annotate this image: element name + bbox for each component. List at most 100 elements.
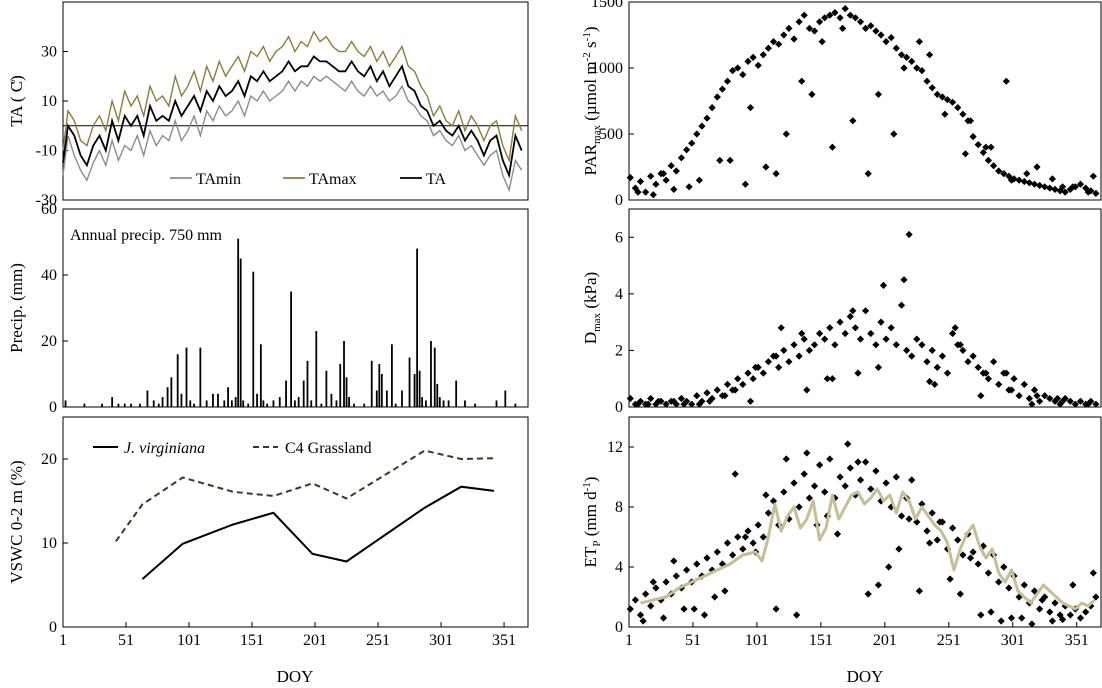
par-point	[1025, 179, 1033, 187]
dmax-point	[867, 329, 875, 338]
dmax-point	[775, 363, 783, 371]
par-point	[726, 156, 734, 164]
precip-bar	[430, 341, 432, 407]
precip-bar	[247, 403, 250, 407]
ta-ytick-label: 10	[41, 93, 57, 110]
par-point	[1089, 172, 1097, 180]
etp-point	[844, 440, 852, 448]
dmax-point	[1046, 394, 1054, 403]
par-point	[810, 27, 819, 35]
etp-point	[741, 533, 749, 541]
par-point	[626, 174, 634, 182]
panel-par-plot: 0 500 1000 1500	[591, 0, 1100, 209]
vswc-xtick-label: 151	[240, 632, 264, 649]
etp-point	[1015, 593, 1023, 601]
precip-bar	[436, 383, 439, 407]
par-point	[785, 24, 793, 32]
dmax-point	[990, 358, 998, 366]
dmax-point	[703, 389, 711, 397]
etp-point	[764, 509, 772, 517]
panel-ta-plot: -30 -10 10 30 TAmin TAmax TA	[36, 30, 528, 209]
etp-point	[810, 482, 819, 490]
dmax-point	[1053, 394, 1062, 403]
dmax-point	[836, 318, 844, 326]
dmax-point	[1025, 394, 1033, 403]
par-point	[1076, 180, 1085, 188]
precip-bar	[335, 400, 338, 407]
precip-bar	[413, 374, 416, 407]
etp-point	[700, 611, 709, 619]
precip-bar	[285, 380, 287, 407]
ta-series-tamax	[62, 30, 523, 163]
precip-bar	[495, 400, 498, 407]
etp-point	[734, 533, 742, 541]
etp-point	[672, 572, 680, 580]
dmax-point	[938, 352, 946, 360]
par-point	[662, 176, 670, 184]
etp-point	[780, 488, 788, 496]
etp-point	[833, 530, 842, 538]
dmax-point	[1076, 397, 1085, 405]
par-point	[667, 162, 675, 170]
precip-bar	[234, 397, 237, 407]
precip-bar	[401, 390, 403, 407]
par-point	[790, 35, 798, 43]
dmax-point	[1066, 397, 1074, 405]
par-point	[769, 38, 778, 46]
par-point	[900, 64, 908, 72]
dmax-point	[964, 358, 972, 366]
dmax-point	[897, 301, 906, 309]
etp-point	[831, 494, 839, 502]
dmax-point	[841, 329, 849, 338]
precip-bar	[433, 347, 436, 407]
par-point	[877, 31, 885, 39]
par-point	[647, 172, 655, 180]
dmax-point	[974, 363, 982, 371]
par-point	[1061, 188, 1069, 196]
dmax-point	[943, 369, 952, 377]
dmax-point	[1002, 369, 1010, 377]
par-point	[828, 143, 836, 151]
dmax-point	[1020, 380, 1028, 388]
par-point	[913, 64, 921, 72]
par-point	[772, 170, 780, 178]
precip-bar	[447, 400, 450, 407]
dmax-point	[795, 352, 803, 360]
etp-point	[762, 491, 770, 499]
dmax-point	[706, 397, 714, 405]
par-point	[903, 53, 911, 61]
par-point	[841, 5, 849, 13]
par-point	[1023, 170, 1031, 178]
vswc-ytick-label: 0	[49, 619, 57, 636]
precip-bar	[166, 387, 169, 407]
etp-ytick-label: 0	[615, 619, 623, 636]
precip-ylabel: Precip. (mm)	[7, 263, 26, 353]
etp-point	[721, 587, 729, 595]
etp-point	[1082, 608, 1090, 616]
dmax-point	[652, 400, 660, 408]
etp-point	[826, 455, 834, 463]
par-point	[729, 67, 737, 75]
par-point	[634, 188, 642, 196]
par-point	[649, 191, 657, 199]
precip-bar	[259, 344, 262, 407]
par-point	[703, 114, 711, 122]
par-point	[683, 146, 691, 154]
panel-par: 0 500 1000 1500	[591, 0, 1102, 209]
dmax-point	[1030, 386, 1039, 394]
par-point	[1000, 170, 1008, 178]
dmax-point	[879, 281, 888, 289]
par-point	[636, 177, 645, 186]
etp-point	[926, 539, 934, 547]
etp-point	[905, 515, 913, 523]
dmax-point	[918, 341, 926, 349]
precip-bar	[315, 331, 318, 407]
dmax-point	[900, 276, 908, 284]
par-point	[652, 180, 660, 188]
precip-bar	[170, 377, 173, 407]
par-point	[872, 27, 880, 35]
par-point	[759, 51, 767, 59]
ta-degree-symbol: o	[8, 80, 17, 84]
vswc-series-line	[141, 485, 495, 580]
par-point	[739, 71, 747, 79]
